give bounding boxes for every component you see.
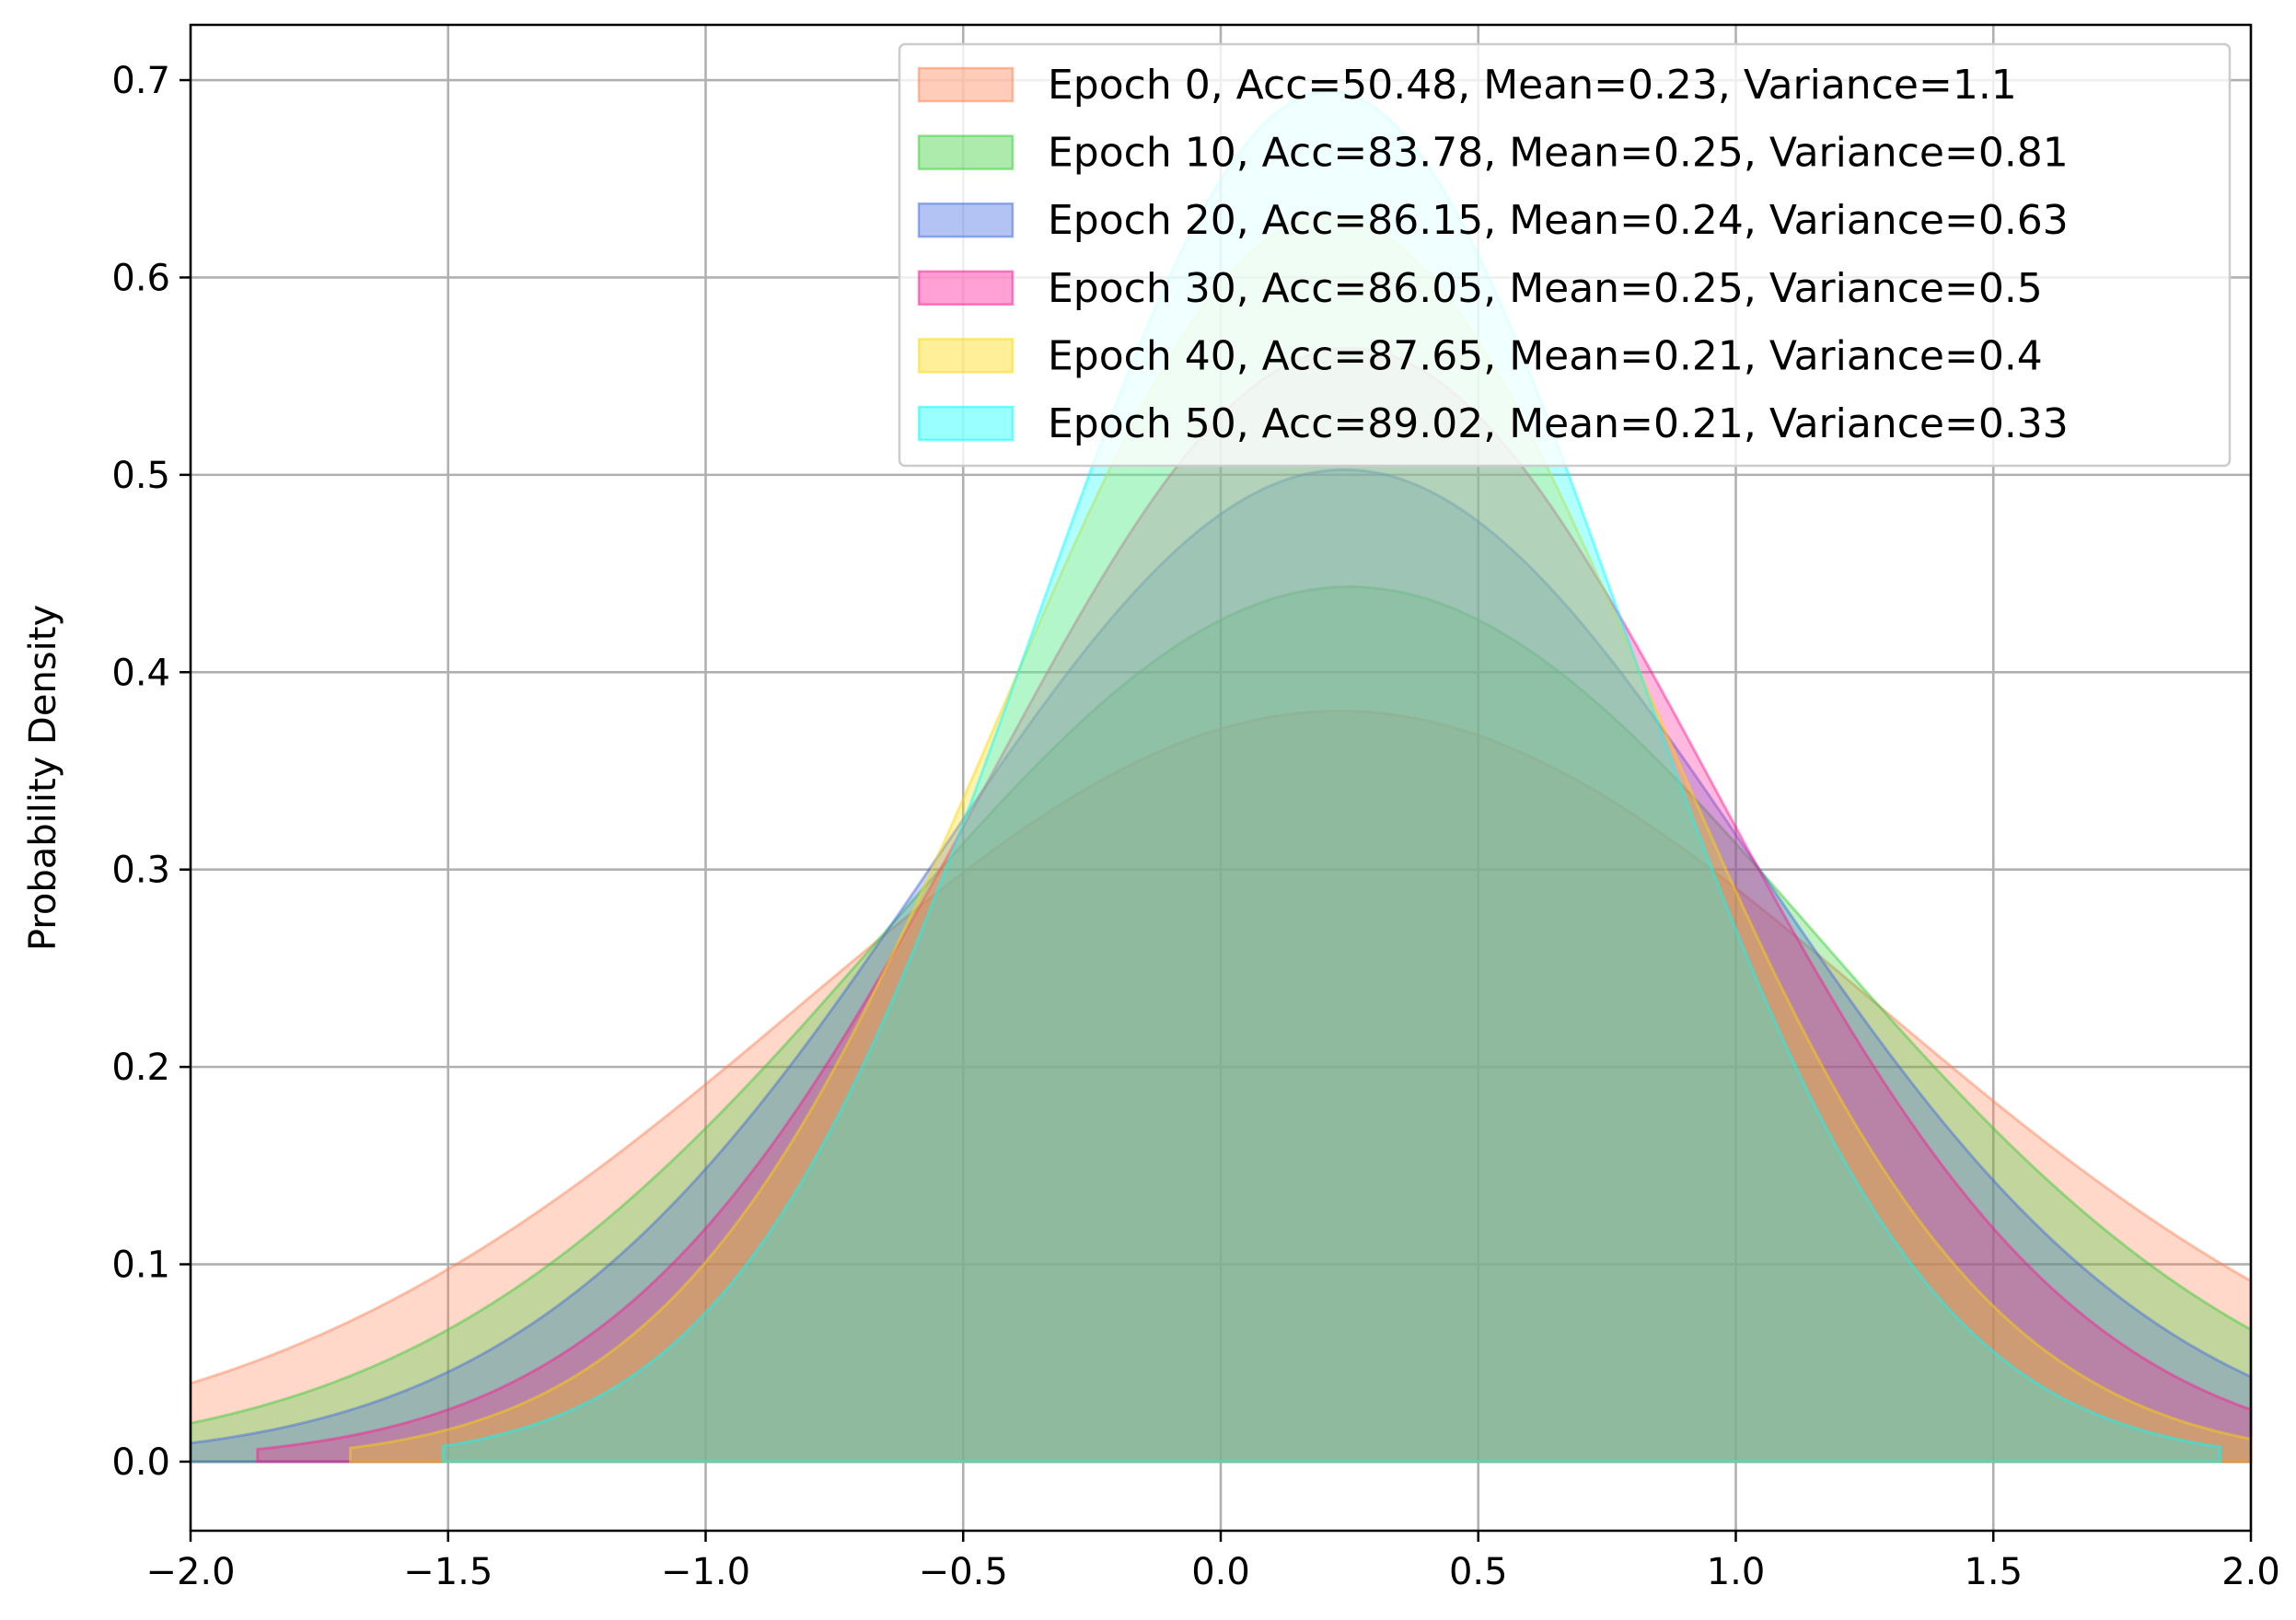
legend-label-1: Epoch 10, Acc=83.78, Mean=0.25, Variance… [1048, 130, 2069, 177]
series-area-2 [189, 468, 2253, 1464]
series-areas [189, 89, 2253, 1464]
y-tick-label-0: 0.0 [111, 1441, 170, 1484]
legend-swatch-3 [917, 270, 1015, 307]
legend-swatch-2 [917, 202, 1015, 238]
series-area-1 [189, 585, 2253, 1464]
legend: Epoch 0, Acc=50.48, Mean=0.23, Variance=… [898, 42, 2232, 468]
legend-label-2: Epoch 20, Acc=86.15, Mean=0.24, Variance… [1048, 197, 2069, 244]
legend-swatch-0 [917, 66, 1015, 103]
legend-label-5: Epoch 50, Acc=89.02, Mean=0.21, Variance… [1048, 400, 2069, 447]
series-area-0 [189, 709, 2253, 1464]
x-tick-label-3: −0.5 [919, 1551, 1008, 1593]
legend-label-3: Epoch 30, Acc=86.05, Mean=0.25, Variance… [1048, 265, 2043, 312]
legend-swatch-5 [917, 405, 1015, 442]
legend-swatch-1 [917, 134, 1015, 170]
x-tick-label-4: 0.0 [1191, 1551, 1250, 1593]
x-axis-ticks: −2.0 −1.5 −1.0 −0.5 0.0 0.5 1.0 1.5 2.0 [145, 1531, 2280, 1593]
y-tick-label-2: 0.2 [111, 1047, 170, 1089]
y-axis-label: Probability Density [22, 605, 64, 951]
x-tick-label-7: 1.5 [1964, 1551, 2023, 1593]
legend-swatch-4 [917, 338, 1015, 374]
x-tick-label-5: 0.5 [1449, 1551, 1508, 1593]
y-axis-ticks: 0.0 0.1 0.2 0.3 0.4 0.5 0.6 0.7 [111, 60, 191, 1484]
x-tick-label-1: −1.5 [403, 1551, 493, 1593]
y-tick-label-5: 0.5 [111, 455, 170, 497]
legend-box [898, 42, 2232, 468]
legend-label-0: Epoch 0, Acc=50.48, Mean=0.23, Variance=… [1048, 62, 2017, 109]
y-tick-label-3: 0.3 [111, 850, 170, 892]
legend-label-4: Epoch 40, Acc=87.65, Mean=0.21, Variance… [1048, 332, 2043, 379]
y-tick-label-4: 0.4 [111, 652, 170, 694]
x-tick-label-6: 1.0 [1707, 1551, 1766, 1593]
y-tick-label-7: 0.7 [111, 60, 170, 102]
y-tick-label-6: 0.6 [111, 257, 170, 299]
x-tick-label-0: −2.0 [145, 1551, 235, 1593]
y-tick-label-1: 0.1 [111, 1244, 170, 1287]
x-tick-label-2: −1.0 [661, 1551, 750, 1593]
x-tick-label-8: 2.0 [2221, 1551, 2280, 1593]
